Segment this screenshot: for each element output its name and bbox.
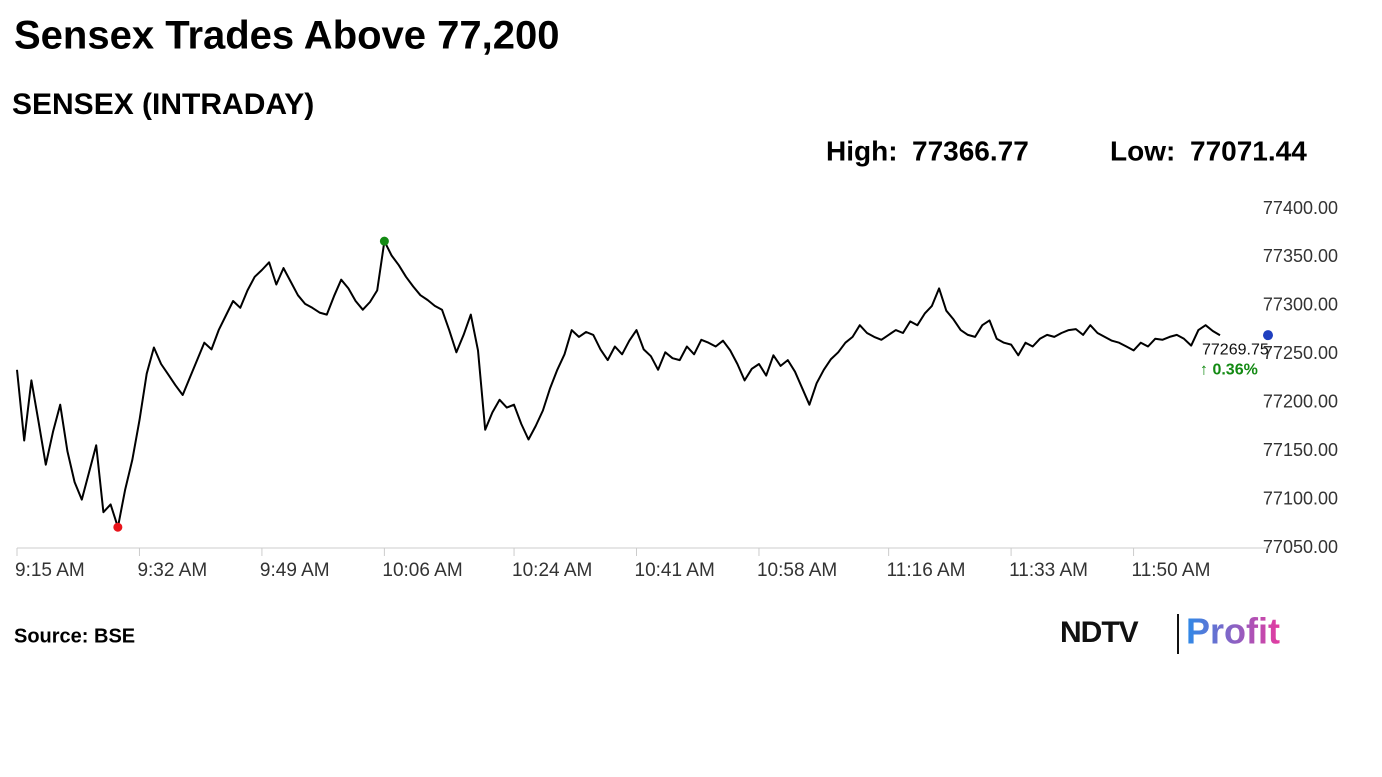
change-label: ↑ 0.36% bbox=[1200, 361, 1258, 378]
y-tick-label: 77050.00 bbox=[1263, 537, 1338, 557]
x-tick-label: 11:50 AM bbox=[1132, 560, 1211, 581]
chart-subtitle: SENSEX (INTRADAY) bbox=[12, 88, 314, 121]
x-tick-label: 11:33 AM bbox=[1009, 560, 1088, 581]
high-value: 77366.77 bbox=[912, 135, 1029, 166]
x-tick-label: 9:32 AM bbox=[137, 560, 207, 581]
low-label: Low: bbox=[1110, 135, 1175, 166]
y-tick-label: 77200.00 bbox=[1263, 391, 1338, 411]
last-value: 77269.75 bbox=[1202, 341, 1269, 358]
low-marker bbox=[113, 522, 123, 532]
high-marker bbox=[379, 236, 389, 246]
y-tick-label: 77350.00 bbox=[1263, 246, 1338, 266]
last-marker bbox=[1263, 330, 1273, 341]
y-tick-label: 77150.00 bbox=[1263, 440, 1338, 460]
low-value: 77071.44 bbox=[1190, 135, 1307, 166]
chart-title: Sensex Trades Above 77,200 bbox=[14, 14, 560, 58]
y-tick-label: 77300.00 bbox=[1263, 295, 1338, 315]
x-tick-label: 10:41 AM bbox=[635, 560, 715, 581]
x-tick-label: 9:15 AM bbox=[15, 560, 85, 581]
y-tick-label: 77400.00 bbox=[1263, 198, 1338, 218]
y-tick-label: 77100.00 bbox=[1263, 488, 1338, 508]
x-tick-label: 10:58 AM bbox=[757, 560, 837, 581]
source: Source: BSE bbox=[14, 625, 135, 647]
high-label: High: bbox=[826, 135, 898, 166]
brand-left: NDTV bbox=[1060, 616, 1139, 649]
brand-right: Profit bbox=[1186, 611, 1280, 652]
y-tick-label: 77250.00 bbox=[1263, 343, 1338, 363]
x-tick-label: 11:16 AM bbox=[887, 560, 966, 581]
x-tick-label: 10:24 AM bbox=[512, 560, 592, 581]
x-tick-label: 10:06 AM bbox=[382, 560, 462, 581]
x-tick-label: 9:49 AM bbox=[260, 560, 330, 581]
price-line bbox=[16, 240, 1221, 529]
